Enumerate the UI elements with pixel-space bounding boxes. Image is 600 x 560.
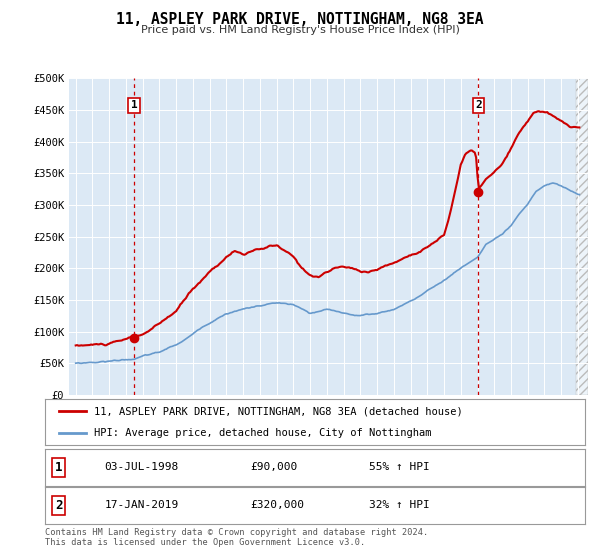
Text: £320,000: £320,000 [250,501,304,510]
Text: 11, ASPLEY PARK DRIVE, NOTTINGHAM, NG8 3EA (detached house): 11, ASPLEY PARK DRIVE, NOTTINGHAM, NG8 3… [94,406,463,416]
Text: 03-JUL-1998: 03-JUL-1998 [104,463,179,472]
Text: 32% ↑ HPI: 32% ↑ HPI [369,501,430,510]
Text: Price paid vs. HM Land Registry's House Price Index (HPI): Price paid vs. HM Land Registry's House … [140,25,460,35]
Text: 55% ↑ HPI: 55% ↑ HPI [369,463,430,472]
Text: 1: 1 [55,461,62,474]
Text: £90,000: £90,000 [250,463,298,472]
Text: 11, ASPLEY PARK DRIVE, NOTTINGHAM, NG8 3EA: 11, ASPLEY PARK DRIVE, NOTTINGHAM, NG8 3… [116,12,484,27]
Text: 1: 1 [131,100,137,110]
Text: 17-JAN-2019: 17-JAN-2019 [104,501,179,510]
Text: HPI: Average price, detached house, City of Nottingham: HPI: Average price, detached house, City… [94,428,431,438]
Text: 2: 2 [475,100,482,110]
Text: Contains HM Land Registry data © Crown copyright and database right 2024.
This d: Contains HM Land Registry data © Crown c… [45,528,428,547]
Text: 2: 2 [55,499,62,512]
